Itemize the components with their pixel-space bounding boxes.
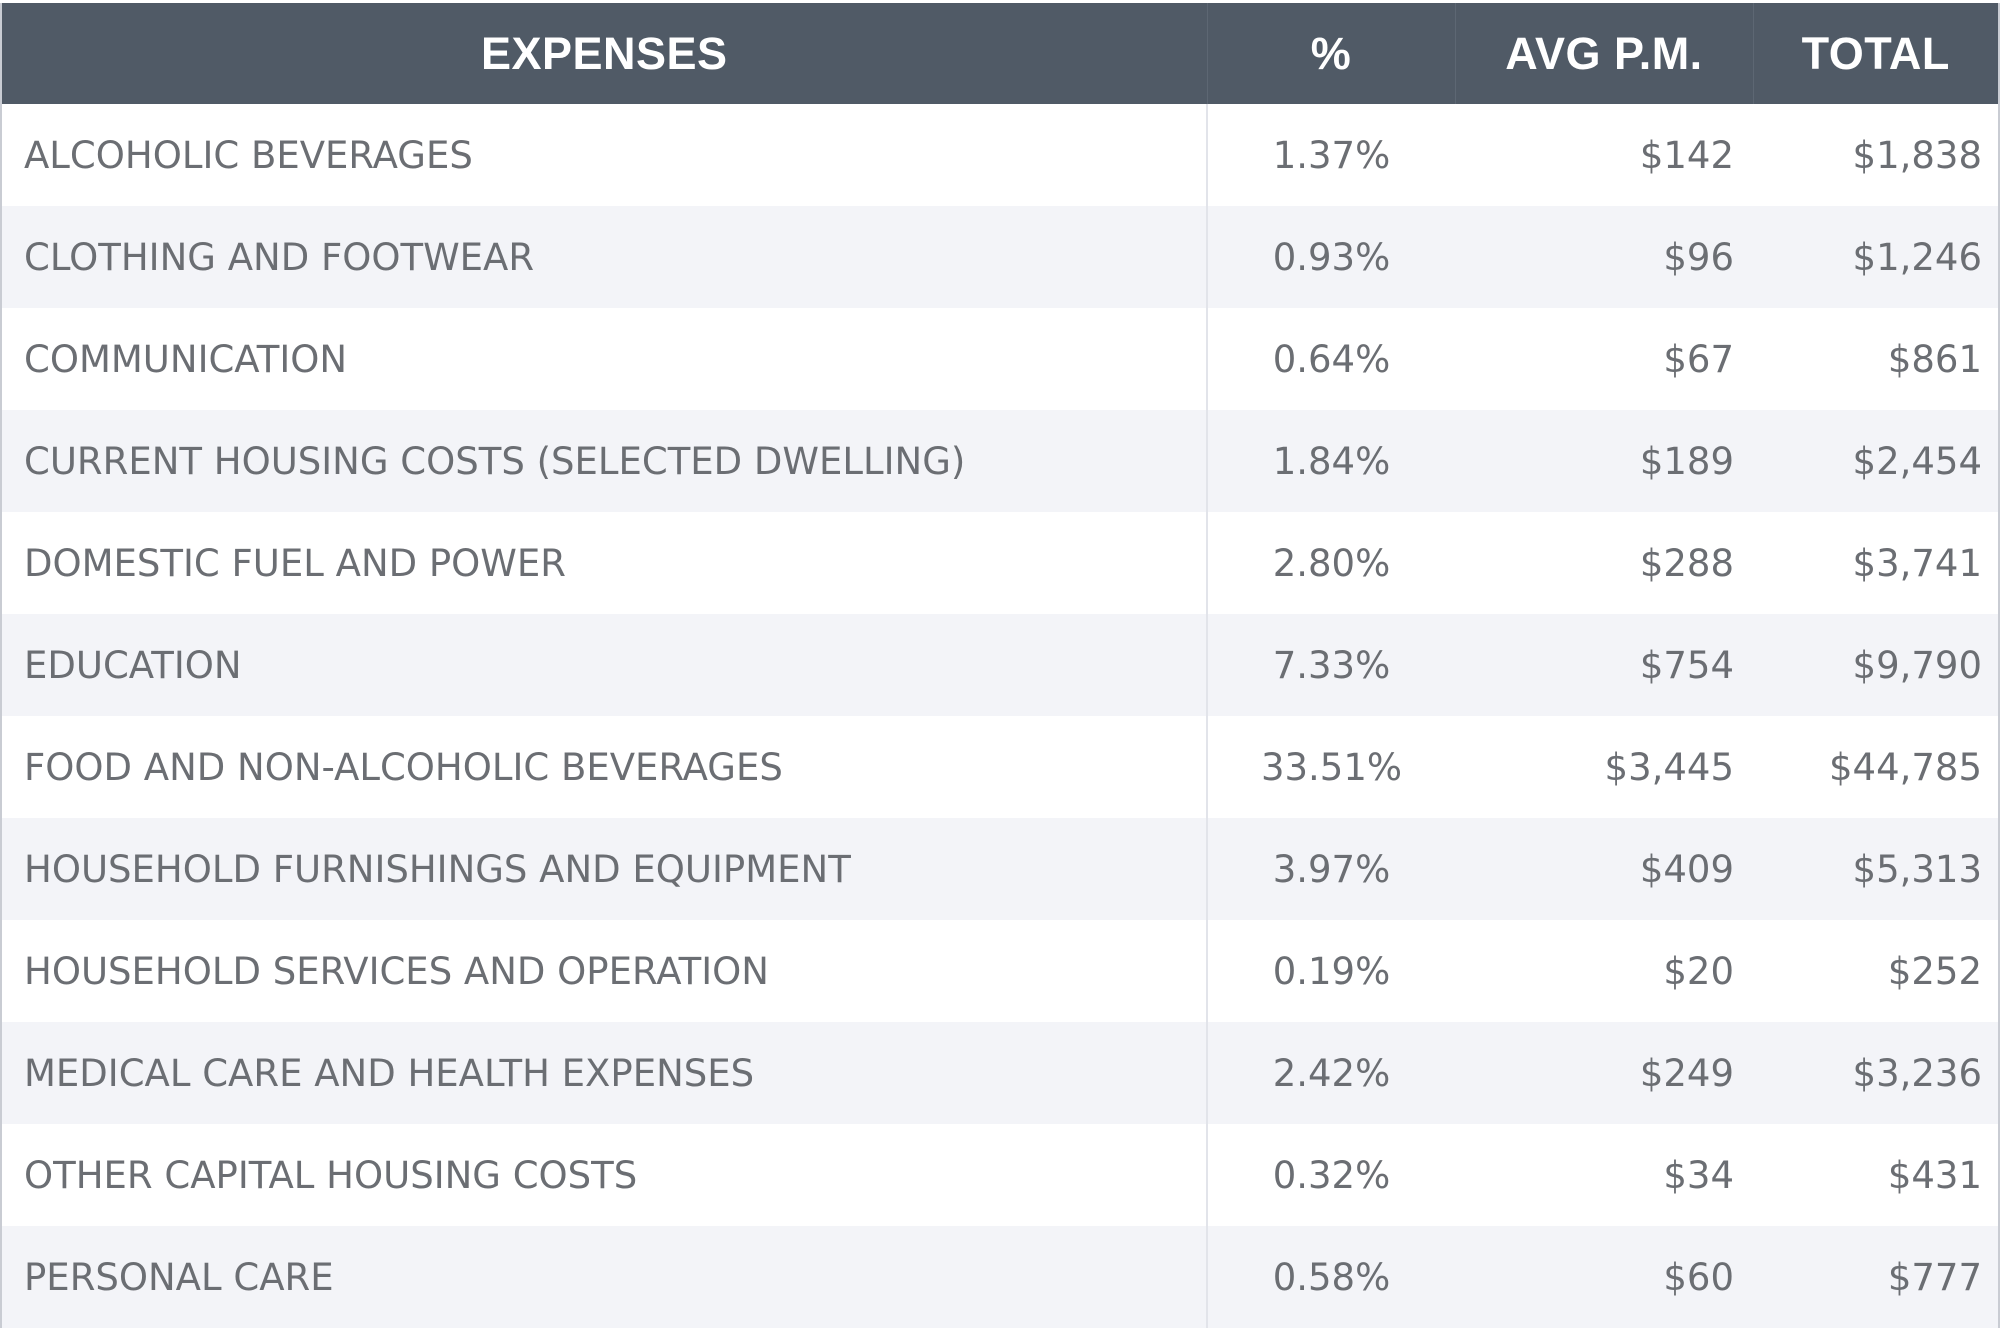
bottom-margin	[0, 1328, 2000, 1332]
percent-cell: 2.80%	[1207, 512, 1455, 614]
expense-name-cell: PERSONAL CARE	[2, 1226, 1208, 1328]
expense-name-cell: OTHER CAPITAL HOUSING COSTS	[2, 1124, 1208, 1226]
total-cell: $1,246	[1753, 206, 1998, 308]
percent-cell: 0.19%	[1207, 920, 1455, 1022]
percent-cell: 0.58%	[1207, 1226, 1455, 1328]
avg-pm-cell: $189	[1455, 410, 1753, 512]
expense-name-cell: ALCOHOLIC BEVERAGES	[2, 104, 1208, 206]
table-body: ALCOHOLIC BEVERAGES 1.37% $142 $1,838 CL…	[2, 104, 1998, 1328]
table-row: MEDICAL CARE AND HEALTH EXPENSES 2.42% $…	[2, 1022, 1998, 1124]
percent-cell: 1.84%	[1207, 410, 1455, 512]
percent-cell: 0.93%	[1207, 206, 1455, 308]
table-row: CURRENT HOUSING COSTS (SELECTED DWELLING…	[2, 410, 1998, 512]
expense-name-cell: COMMUNICATION	[2, 308, 1208, 410]
avg-pm-cell: $60	[1455, 1226, 1753, 1328]
avg-pm-cell: $34	[1455, 1124, 1753, 1226]
expense-name-cell: CURRENT HOUSING COSTS (SELECTED DWELLING…	[2, 410, 1208, 512]
table-row: PERSONAL CARE 0.58% $60 $777	[2, 1226, 1998, 1328]
expense-name-cell: EDUCATION	[2, 614, 1208, 716]
expense-name-cell: CLOTHING AND FOOTWEAR	[2, 206, 1208, 308]
total-cell: $44,785	[1753, 716, 1998, 818]
table-header: EXPENSES % AVG P.M. TOTAL	[2, 3, 1998, 104]
avg-pm-cell: $20	[1455, 920, 1753, 1022]
total-cell: $5,313	[1753, 818, 1998, 920]
table-row: FOOD AND NON-ALCOHOLIC BEVERAGES 33.51% …	[2, 716, 1998, 818]
total-cell: $3,741	[1753, 512, 1998, 614]
avg-pm-cell: $754	[1455, 614, 1753, 716]
table-row: HOUSEHOLD SERVICES AND OPERATION 0.19% $…	[2, 920, 1998, 1022]
header-total[interactable]: TOTAL	[1753, 3, 1998, 104]
total-cell: $9,790	[1753, 614, 1998, 716]
expense-name-cell: HOUSEHOLD SERVICES AND OPERATION	[2, 920, 1208, 1022]
table-row: HOUSEHOLD FURNISHINGS AND EQUIPMENT 3.97…	[2, 818, 1998, 920]
table-row: DOMESTIC FUEL AND POWER 2.80% $288 $3,74…	[2, 512, 1998, 614]
expense-name-cell: DOMESTIC FUEL AND POWER	[2, 512, 1208, 614]
avg-pm-cell: $249	[1455, 1022, 1753, 1124]
header-expenses[interactable]: EXPENSES	[2, 3, 1208, 104]
expense-name-cell: HOUSEHOLD FURNISHINGS AND EQUIPMENT	[2, 818, 1208, 920]
header-row: EXPENSES % AVG P.M. TOTAL	[2, 3, 1998, 104]
table-row: ALCOHOLIC BEVERAGES 1.37% $142 $1,838	[2, 104, 1998, 206]
total-cell: $777	[1753, 1226, 1998, 1328]
percent-cell: 7.33%	[1207, 614, 1455, 716]
percent-cell: 0.32%	[1207, 1124, 1455, 1226]
avg-pm-cell: $3,445	[1455, 716, 1753, 818]
total-cell: $2,454	[1753, 410, 1998, 512]
percent-cell: 2.42%	[1207, 1022, 1455, 1124]
expenses-table: EXPENSES % AVG P.M. TOTAL ALCOHOLIC BEVE…	[2, 3, 1998, 1328]
table-row: EDUCATION 7.33% $754 $9,790	[2, 614, 1998, 716]
total-cell: $3,236	[1753, 1022, 1998, 1124]
avg-pm-cell: $96	[1455, 206, 1753, 308]
table-row: OTHER CAPITAL HOUSING COSTS 0.32% $34 $4…	[2, 1124, 1998, 1226]
total-cell: $431	[1753, 1124, 1998, 1226]
expense-name-cell: MEDICAL CARE AND HEALTH EXPENSES	[2, 1022, 1208, 1124]
avg-pm-cell: $142	[1455, 104, 1753, 206]
total-cell: $252	[1753, 920, 1998, 1022]
expense-name-cell: FOOD AND NON-ALCOHOLIC BEVERAGES	[2, 716, 1208, 818]
table-row: CLOTHING AND FOOTWEAR 0.93% $96 $1,246	[2, 206, 1998, 308]
avg-pm-cell: $288	[1455, 512, 1753, 614]
percent-cell: 33.51%	[1207, 716, 1455, 818]
percent-cell: 1.37%	[1207, 104, 1455, 206]
avg-pm-cell: $67	[1455, 308, 1753, 410]
avg-pm-cell: $409	[1455, 818, 1753, 920]
percent-cell: 0.64%	[1207, 308, 1455, 410]
table-row: COMMUNICATION 0.64% $67 $861	[2, 308, 1998, 410]
total-cell: $1,838	[1753, 104, 1998, 206]
header-percent[interactable]: %	[1207, 3, 1456, 104]
total-cell: $861	[1753, 308, 1998, 410]
expenses-table-container: EXPENSES % AVG P.M. TOTAL ALCOHOLIC BEVE…	[0, 3, 2000, 1330]
header-avg-pm[interactable]: AVG P.M.	[1455, 3, 1754, 104]
percent-cell: 3.97%	[1207, 818, 1455, 920]
